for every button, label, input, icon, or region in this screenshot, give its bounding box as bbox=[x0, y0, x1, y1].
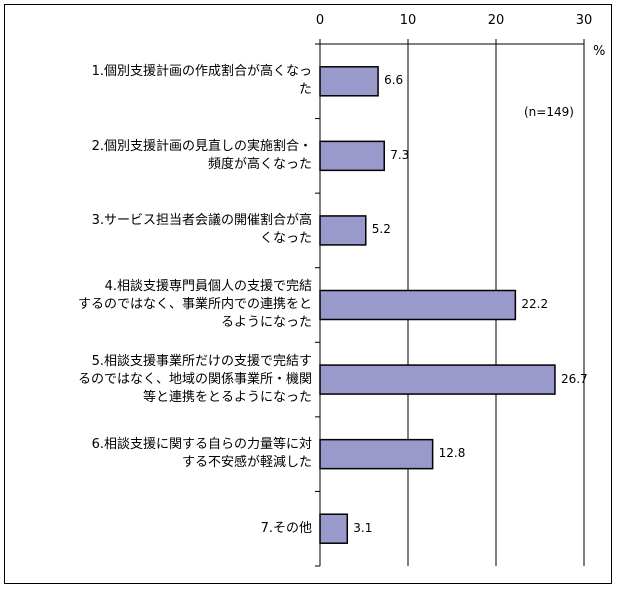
category-label-line: くなった bbox=[259, 231, 312, 247]
data-label: 3.1 bbox=[353, 520, 373, 535]
bar bbox=[319, 66, 379, 97]
category-label-line: 6.相談支援に関する自らの力量等に対 bbox=[91, 437, 312, 453]
x-tick-label: 20 bbox=[487, 13, 505, 28]
chart-frame bbox=[4, 4, 612, 584]
category-label: 5.相談支援事業所だけの支援で完結するのではなく、地域の関係事業所・機関等と連携… bbox=[14, 353, 312, 407]
sample-size-annotation: (n=149) bbox=[524, 105, 574, 119]
bar bbox=[319, 364, 556, 395]
category-label: 1.個別支援計画の作成割合が高くなった bbox=[14, 63, 312, 99]
bar bbox=[319, 140, 385, 172]
category-label-line: た bbox=[298, 82, 312, 98]
bar bbox=[319, 215, 367, 246]
unit-label: % bbox=[593, 44, 606, 59]
category-label: 3.サービス担当者会議の開催割合が高くなった bbox=[14, 212, 312, 248]
category-label-line: るのではなく、地域の関係事業所・機関 bbox=[77, 371, 312, 387]
category-label-line: する不安感が軽減した bbox=[181, 455, 312, 471]
category-label: 4.相談支援専門員個人の支援で完結するのではなく、事業所内での連携をとるようにな… bbox=[14, 278, 312, 332]
data-label: 26.7 bbox=[560, 371, 588, 386]
category-label-line: 7.その他 bbox=[260, 520, 312, 536]
category-label-line: 2.個別支援計画の見直しの実施割合・ bbox=[91, 138, 312, 154]
x-tick-label: 30 bbox=[575, 13, 593, 28]
bar bbox=[319, 438, 434, 470]
bar bbox=[319, 289, 517, 321]
category-label-line: 3.サービス担当者会議の開催割合が高 bbox=[91, 213, 312, 229]
category-label-line: 1.個別支援計画の作成割合が高くなっ bbox=[91, 64, 312, 80]
category-label-line: 4.相談支援専門員個人の支援で完結 bbox=[104, 279, 312, 294]
data-label: 6.6 bbox=[384, 73, 404, 88]
category-label-line: 頻度が高くなった bbox=[207, 156, 312, 172]
category-label-line: るようになった bbox=[220, 315, 312, 330]
category-label-line: するのではなく、事業所内での連携をと bbox=[77, 297, 312, 312]
data-label: 7.3 bbox=[390, 147, 410, 162]
x-tick-label: 10 bbox=[399, 13, 417, 28]
category-label: 2.個別支援計画の見直しの実施割合・頻度が高くなった bbox=[14, 138, 312, 174]
data-label: 5.2 bbox=[371, 222, 391, 237]
category-label: 7.その他 bbox=[14, 520, 312, 538]
category-label-line: 等と連携をとるようになった bbox=[142, 389, 312, 405]
bar bbox=[319, 513, 349, 544]
x-tick-label: 0 bbox=[315, 13, 325, 28]
data-label: 22.2 bbox=[521, 297, 549, 311]
data-label: 12.8 bbox=[438, 446, 466, 461]
category-label: 6.相談支援に関する自らの力量等に対する不安感が軽減した bbox=[14, 436, 312, 472]
category-label-line: 5.相談支援事業所だけの支援で完結す bbox=[91, 353, 312, 369]
